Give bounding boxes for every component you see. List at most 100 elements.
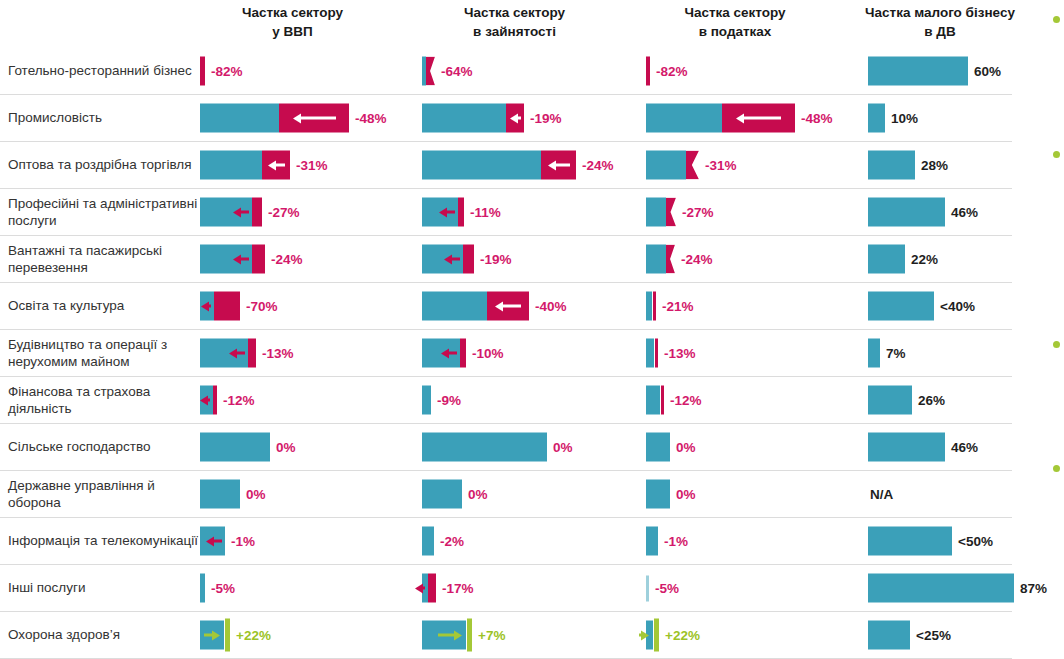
sector-label: Професійні та адміністративні послуги: [8, 195, 200, 230]
bar-current: [646, 292, 652, 321]
bar-cell-employment: -19%: [422, 245, 512, 274]
bar-current: [422, 386, 431, 415]
bar-cell-taxes: +22%: [646, 621, 700, 650]
header-small-business-line1: Частка малого бізнесу: [865, 5, 1015, 20]
bar-current: [868, 292, 934, 321]
sector-label: Інформація та телекомунікації: [8, 532, 200, 549]
table-row: Промисловість-48%-19%-48%10%: [0, 95, 1012, 142]
value-label: 46%: [951, 205, 978, 220]
value-label: <50%: [958, 534, 993, 549]
table-row: Інформація та телекомунікації-1%-2%-1%<5…: [0, 518, 1012, 565]
bar-current: [646, 527, 658, 556]
bar-cell-taxes: -31%: [646, 151, 737, 180]
bar-current: [868, 151, 915, 180]
bar-cell-gdp: -48%: [200, 104, 387, 133]
bar-cell-employment: 0%: [422, 480, 488, 509]
value-label: +22%: [236, 628, 271, 643]
bar-decline: [463, 245, 474, 274]
decline-arrow-icon: [206, 527, 222, 556]
value-label: -17%: [442, 581, 474, 596]
bar-decline: [200, 57, 205, 86]
bar-cell-employment: -11%: [422, 198, 501, 227]
bar-current: [200, 480, 240, 509]
value-label: N/A: [870, 487, 893, 502]
bar-decline: [460, 339, 466, 368]
bar-current: [646, 151, 686, 180]
header-gdp: Частка сектору у ВВП: [200, 4, 385, 42]
bar-cell-taxes: -13%: [646, 339, 696, 368]
table-row: Будівництво та операції з нерухомим майн…: [0, 330, 1012, 377]
value-label: 0%: [676, 487, 696, 502]
growth-cap: [225, 619, 230, 652]
bar-current: [868, 245, 905, 274]
decline-arrow-icon: [293, 104, 336, 133]
value-label: -9%: [437, 393, 461, 408]
bar-cell-employment: -10%: [422, 339, 504, 368]
header-taxes-line1: Частка сектору: [684, 5, 785, 20]
value-label: -13%: [262, 346, 294, 361]
value-label: -82%: [211, 64, 243, 79]
bar-current: [200, 574, 205, 603]
bar-current: [646, 198, 666, 227]
value-label: -24%: [271, 252, 303, 267]
value-label: -12%: [670, 393, 702, 408]
bar-decline: [252, 198, 262, 227]
header-taxes: Частка сектору в податках: [645, 4, 825, 42]
value-label: -27%: [682, 205, 714, 220]
column-headers: Частка сектору у ВВП Частка сектору в за…: [0, 4, 1064, 48]
value-label: 60%: [974, 64, 1001, 79]
bar-decline: [458, 198, 464, 227]
bar-cell-gdp: -24%: [200, 245, 303, 274]
bar-current: [868, 527, 952, 556]
bar-current: [868, 339, 880, 368]
decline-arrow-icon: [201, 292, 211, 321]
bar-cell-small_business: 7%: [868, 339, 906, 368]
decline-arrow-icon: [441, 339, 457, 368]
value-label: -12%: [223, 393, 255, 408]
bar-cell-small_business: 26%: [868, 386, 945, 415]
bar-current: [646, 433, 670, 462]
growth-arrow-icon: [204, 621, 220, 650]
bar-current: [646, 386, 660, 415]
header-small-business: Частка малого бізнесу в ДВ: [845, 4, 1035, 42]
value-label: 7%: [886, 346, 906, 361]
bar-cell-taxes: -82%: [646, 57, 688, 86]
bar-current: [868, 57, 968, 86]
sector-label: Вантажні та пасажирські перевезення: [8, 242, 200, 277]
header-taxes-line2: в податках: [699, 24, 772, 39]
table-row: Оптова та роздрібна торгівля-31%-24%-31%…: [0, 142, 1012, 189]
value-label: <25%: [916, 628, 951, 643]
bar-cell-small_business: 87%: [868, 574, 1047, 603]
bar-cell-employment: +7%: [422, 621, 505, 650]
value-label: -64%: [441, 64, 473, 79]
decline-arrow-icon: [510, 104, 521, 133]
value-label: -19%: [480, 252, 512, 267]
bar-current: [422, 292, 487, 321]
margin-dot: [1053, 16, 1060, 23]
bar-cell-employment: -19%: [422, 104, 562, 133]
bar-cell-gdp: -1%: [200, 527, 255, 556]
decline-arrow-icon: [233, 198, 249, 227]
header-gdp-line2: у ВВП: [272, 24, 312, 39]
bar-decline: [252, 245, 265, 274]
table-row: Вантажні та пасажирські перевезення -24% -…: [0, 236, 1012, 283]
bar-cell-gdp: +22%: [200, 621, 271, 650]
value-label: +7%: [478, 628, 505, 643]
table-row: Фінансова та страхова діяльність-12%-9%-…: [0, 377, 1012, 424]
bar-current: [868, 621, 910, 650]
bar-cell-employment: -40%: [422, 292, 567, 321]
bar-cell-taxes: -27%: [646, 198, 714, 227]
value-label: 0%: [676, 440, 696, 455]
value-label: -48%: [355, 111, 387, 126]
value-label: -24%: [582, 158, 614, 173]
sector-label: Державне управління й оборона: [8, 477, 200, 512]
bar-decline: [428, 574, 436, 603]
value-label: -5%: [211, 581, 235, 596]
bar-cell-employment: -64%: [422, 57, 473, 86]
bar-current: [200, 104, 279, 133]
header-employment-line2: в зайнятості: [473, 24, 556, 39]
value-label: 0%: [276, 440, 296, 455]
value-label: 46%: [951, 440, 978, 455]
value-label: -2%: [440, 534, 464, 549]
decline-arrow-icon: [444, 245, 460, 274]
